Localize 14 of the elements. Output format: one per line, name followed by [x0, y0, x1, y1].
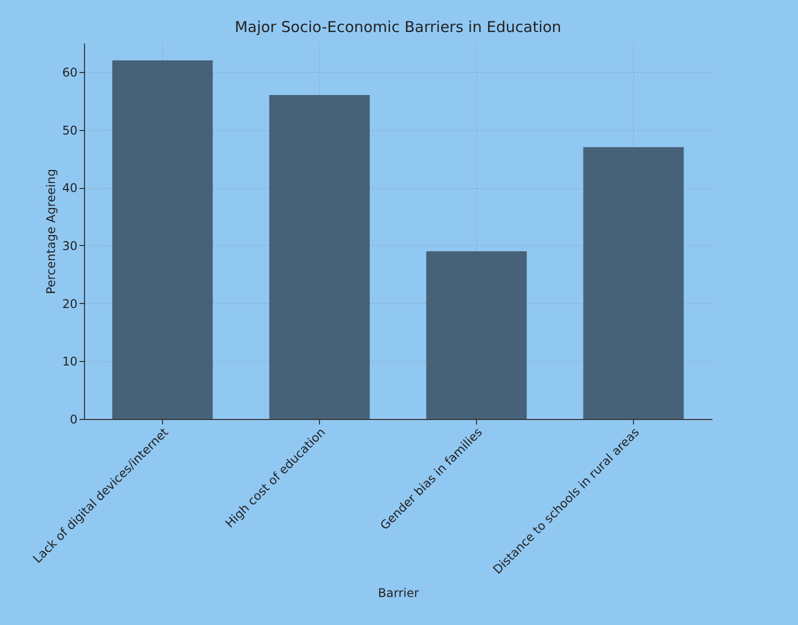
y-tick-label: 60 [62, 65, 78, 80]
bar [269, 95, 370, 419]
bar [583, 147, 684, 419]
y-tick-label: 30 [62, 238, 78, 253]
y-axis-title: Percentage Agreeing [44, 168, 58, 294]
bar [112, 60, 213, 419]
y-tick-label: 50 [62, 123, 78, 138]
chart-title: Major Socio-Economic Barriers in Education [234, 18, 562, 36]
y-tick-label: 40 [62, 181, 78, 196]
y-tick-label: 20 [62, 296, 78, 311]
y-tick-label: 10 [62, 354, 78, 369]
y-tick-label: 0 [70, 412, 78, 426]
bar [426, 251, 527, 419]
x-axis-title: Barrier [378, 586, 420, 600]
